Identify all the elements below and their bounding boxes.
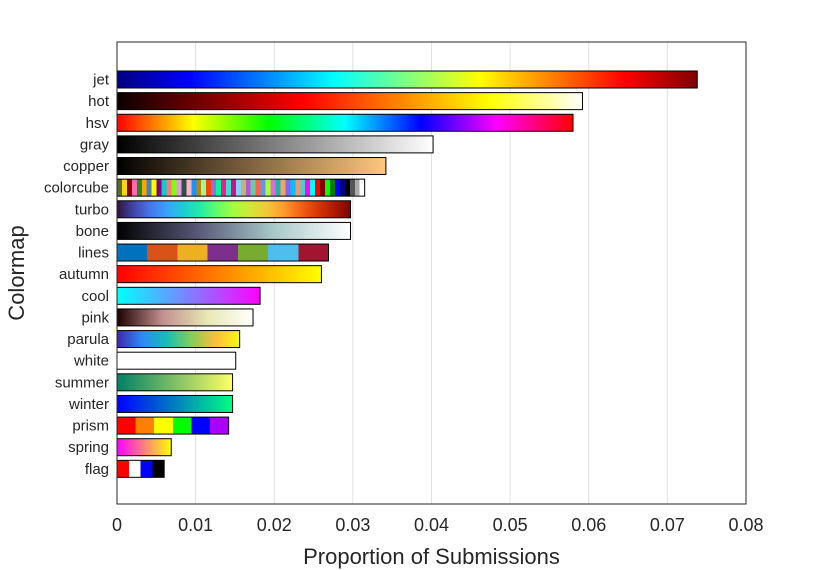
y-category-label: copper	[63, 158, 109, 175]
x-axis-label: Proportion of Submissions	[303, 544, 560, 569]
x-ticks: 0 0.01 0.02 0.03 0.04 0.05 0.06 0.07 0.08	[112, 515, 764, 535]
bar-white	[116, 351, 237, 370]
y-category-label: cool	[81, 288, 109, 305]
y-category-label: white	[73, 353, 109, 370]
x-tick-label: 0.04	[414, 515, 449, 535]
x-tick-label: 0.02	[257, 515, 292, 535]
y-category-label: bone	[76, 223, 109, 240]
x-tick-label: 0.05	[493, 515, 528, 535]
bar-winter	[116, 394, 234, 413]
y-category-label: hsv	[86, 115, 110, 132]
x-tick-label: 0.08	[728, 515, 763, 535]
y-category-label: spring	[68, 439, 109, 456]
bar-hot	[116, 92, 583, 111]
x-tick-label: 0.03	[335, 515, 370, 535]
bar-cool	[116, 286, 261, 305]
y-category-label: autumn	[59, 266, 109, 283]
bar-flag	[116, 459, 165, 478]
bar-parula	[116, 330, 241, 349]
bar-lines	[116, 243, 330, 262]
bar-hsv	[116, 113, 574, 132]
x-tick-label: 0	[112, 515, 122, 535]
bar-prism	[116, 416, 230, 435]
y-category-labels: jet hot hsv gray copper colorcube turbo bone lin…	[44, 72, 110, 478]
y-category-label: gray	[80, 136, 110, 153]
x-tick-label: 0.01	[178, 515, 213, 535]
y-category-label: jet	[92, 72, 110, 89]
y-category-label: parula	[67, 331, 109, 348]
y-category-label: lines	[78, 245, 109, 262]
y-category-label: flag	[85, 461, 109, 478]
bar-turbo	[116, 200, 352, 219]
x-tick-label: 0.07	[650, 515, 685, 535]
y-category-label: prism	[72, 418, 109, 435]
bar-pink	[116, 308, 254, 327]
bar-colorcube	[116, 178, 366, 197]
bar-copper	[116, 157, 387, 176]
y-category-label: colorcube	[44, 180, 109, 197]
bar-autumn	[116, 265, 322, 284]
bar-summer	[116, 373, 234, 392]
y-category-label: pink	[81, 309, 109, 326]
y-category-label: winter	[68, 396, 109, 413]
y-category-label: turbo	[75, 201, 109, 218]
bar-jet	[116, 70, 698, 89]
bars	[116, 70, 698, 478]
y-category-label: summer	[55, 374, 109, 391]
y-category-label: hot	[88, 93, 110, 110]
bar-bone	[116, 221, 352, 240]
bar-spring	[116, 438, 172, 457]
y-axis-label: Colormap	[4, 225, 29, 320]
bar-gray	[116, 135, 434, 154]
x-tick-label: 0.06	[571, 515, 606, 535]
plot-frame	[116, 41, 747, 505]
